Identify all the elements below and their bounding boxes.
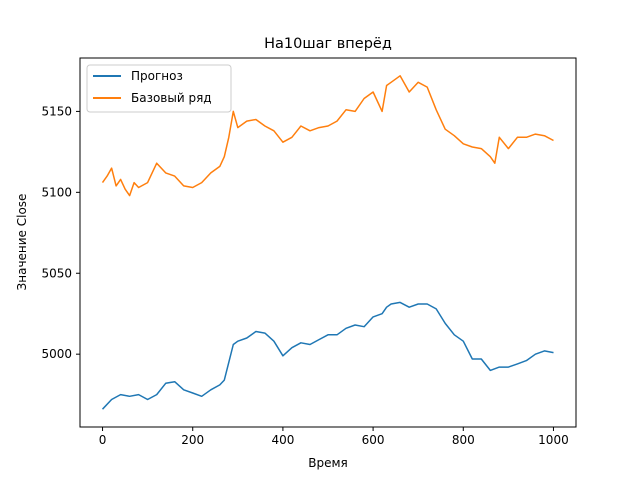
x-tick-label: 400: [271, 433, 294, 447]
legend-label-baseline: Базовый ряд: [131, 91, 212, 105]
plot-frame: [79, 57, 577, 428]
series-line-forecast: [101, 301, 554, 410]
y-tick-label: 5100: [41, 185, 72, 199]
legend-label-forecast: Прогноз: [131, 69, 183, 83]
x-tick-label: 600: [362, 433, 385, 447]
plot-area: 0 200 400 600 800 1000 5000 5050 5100 5150: [41, 57, 577, 447]
y-tick-label: 5000: [41, 347, 72, 361]
x-tick-label: 1000: [538, 433, 569, 447]
x-tick-label: 800: [452, 433, 475, 447]
x-axis-label: Время: [308, 456, 348, 470]
y-axis-ticks: 5000 5050 5100 5150: [41, 104, 80, 361]
series-line-baseline: [101, 75, 554, 197]
x-tick-label: 200: [181, 433, 204, 447]
legend-box: [86, 64, 232, 113]
series-layer: [101, 75, 554, 410]
legend: Прогноз Базовый ряд: [86, 64, 232, 113]
y-axis-label: Значение Close: [15, 194, 29, 291]
y-tick-label: 5150: [41, 104, 72, 118]
x-axis-ticks: 0 200 400 600 800 1000: [99, 427, 569, 447]
x-tick-label: 0: [99, 433, 107, 447]
y-tick-label: 5050: [41, 266, 72, 280]
chart-title: На10шаг вперёд: [264, 36, 392, 52]
